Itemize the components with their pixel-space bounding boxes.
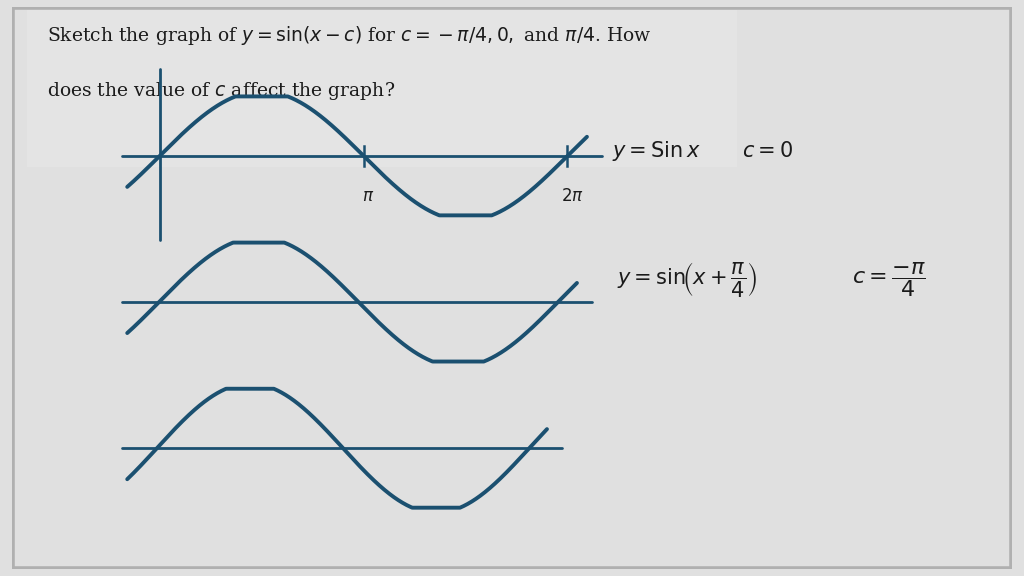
- Text: $c=0$: $c=0$: [741, 141, 793, 161]
- Text: does the value of $c$ affect the graph?: does the value of $c$ affect the graph?: [47, 80, 395, 102]
- Text: $y = \mathrm{sin}\!\left(x + \dfrac{\pi}{4}\right)$: $y = \mathrm{sin}\!\left(x + \dfrac{\pi}…: [616, 260, 758, 299]
- Text: $\pi$: $\pi$: [362, 188, 375, 206]
- Text: Sketch the graph of $y = \sin(x - c)$ for $c = -\pi/4, 0,$ and $\pi/4$. How: Sketch the graph of $y = \sin(x - c)$ fo…: [47, 24, 652, 47]
- Text: $c= \dfrac{-\pi}{4}$: $c= \dfrac{-\pi}{4}$: [852, 260, 926, 299]
- Text: $y= \mathrm{Sin}\, x$: $y= \mathrm{Sin}\, x$: [612, 139, 700, 164]
- FancyBboxPatch shape: [28, 10, 737, 167]
- Text: $2\pi$: $2\pi$: [561, 188, 584, 206]
